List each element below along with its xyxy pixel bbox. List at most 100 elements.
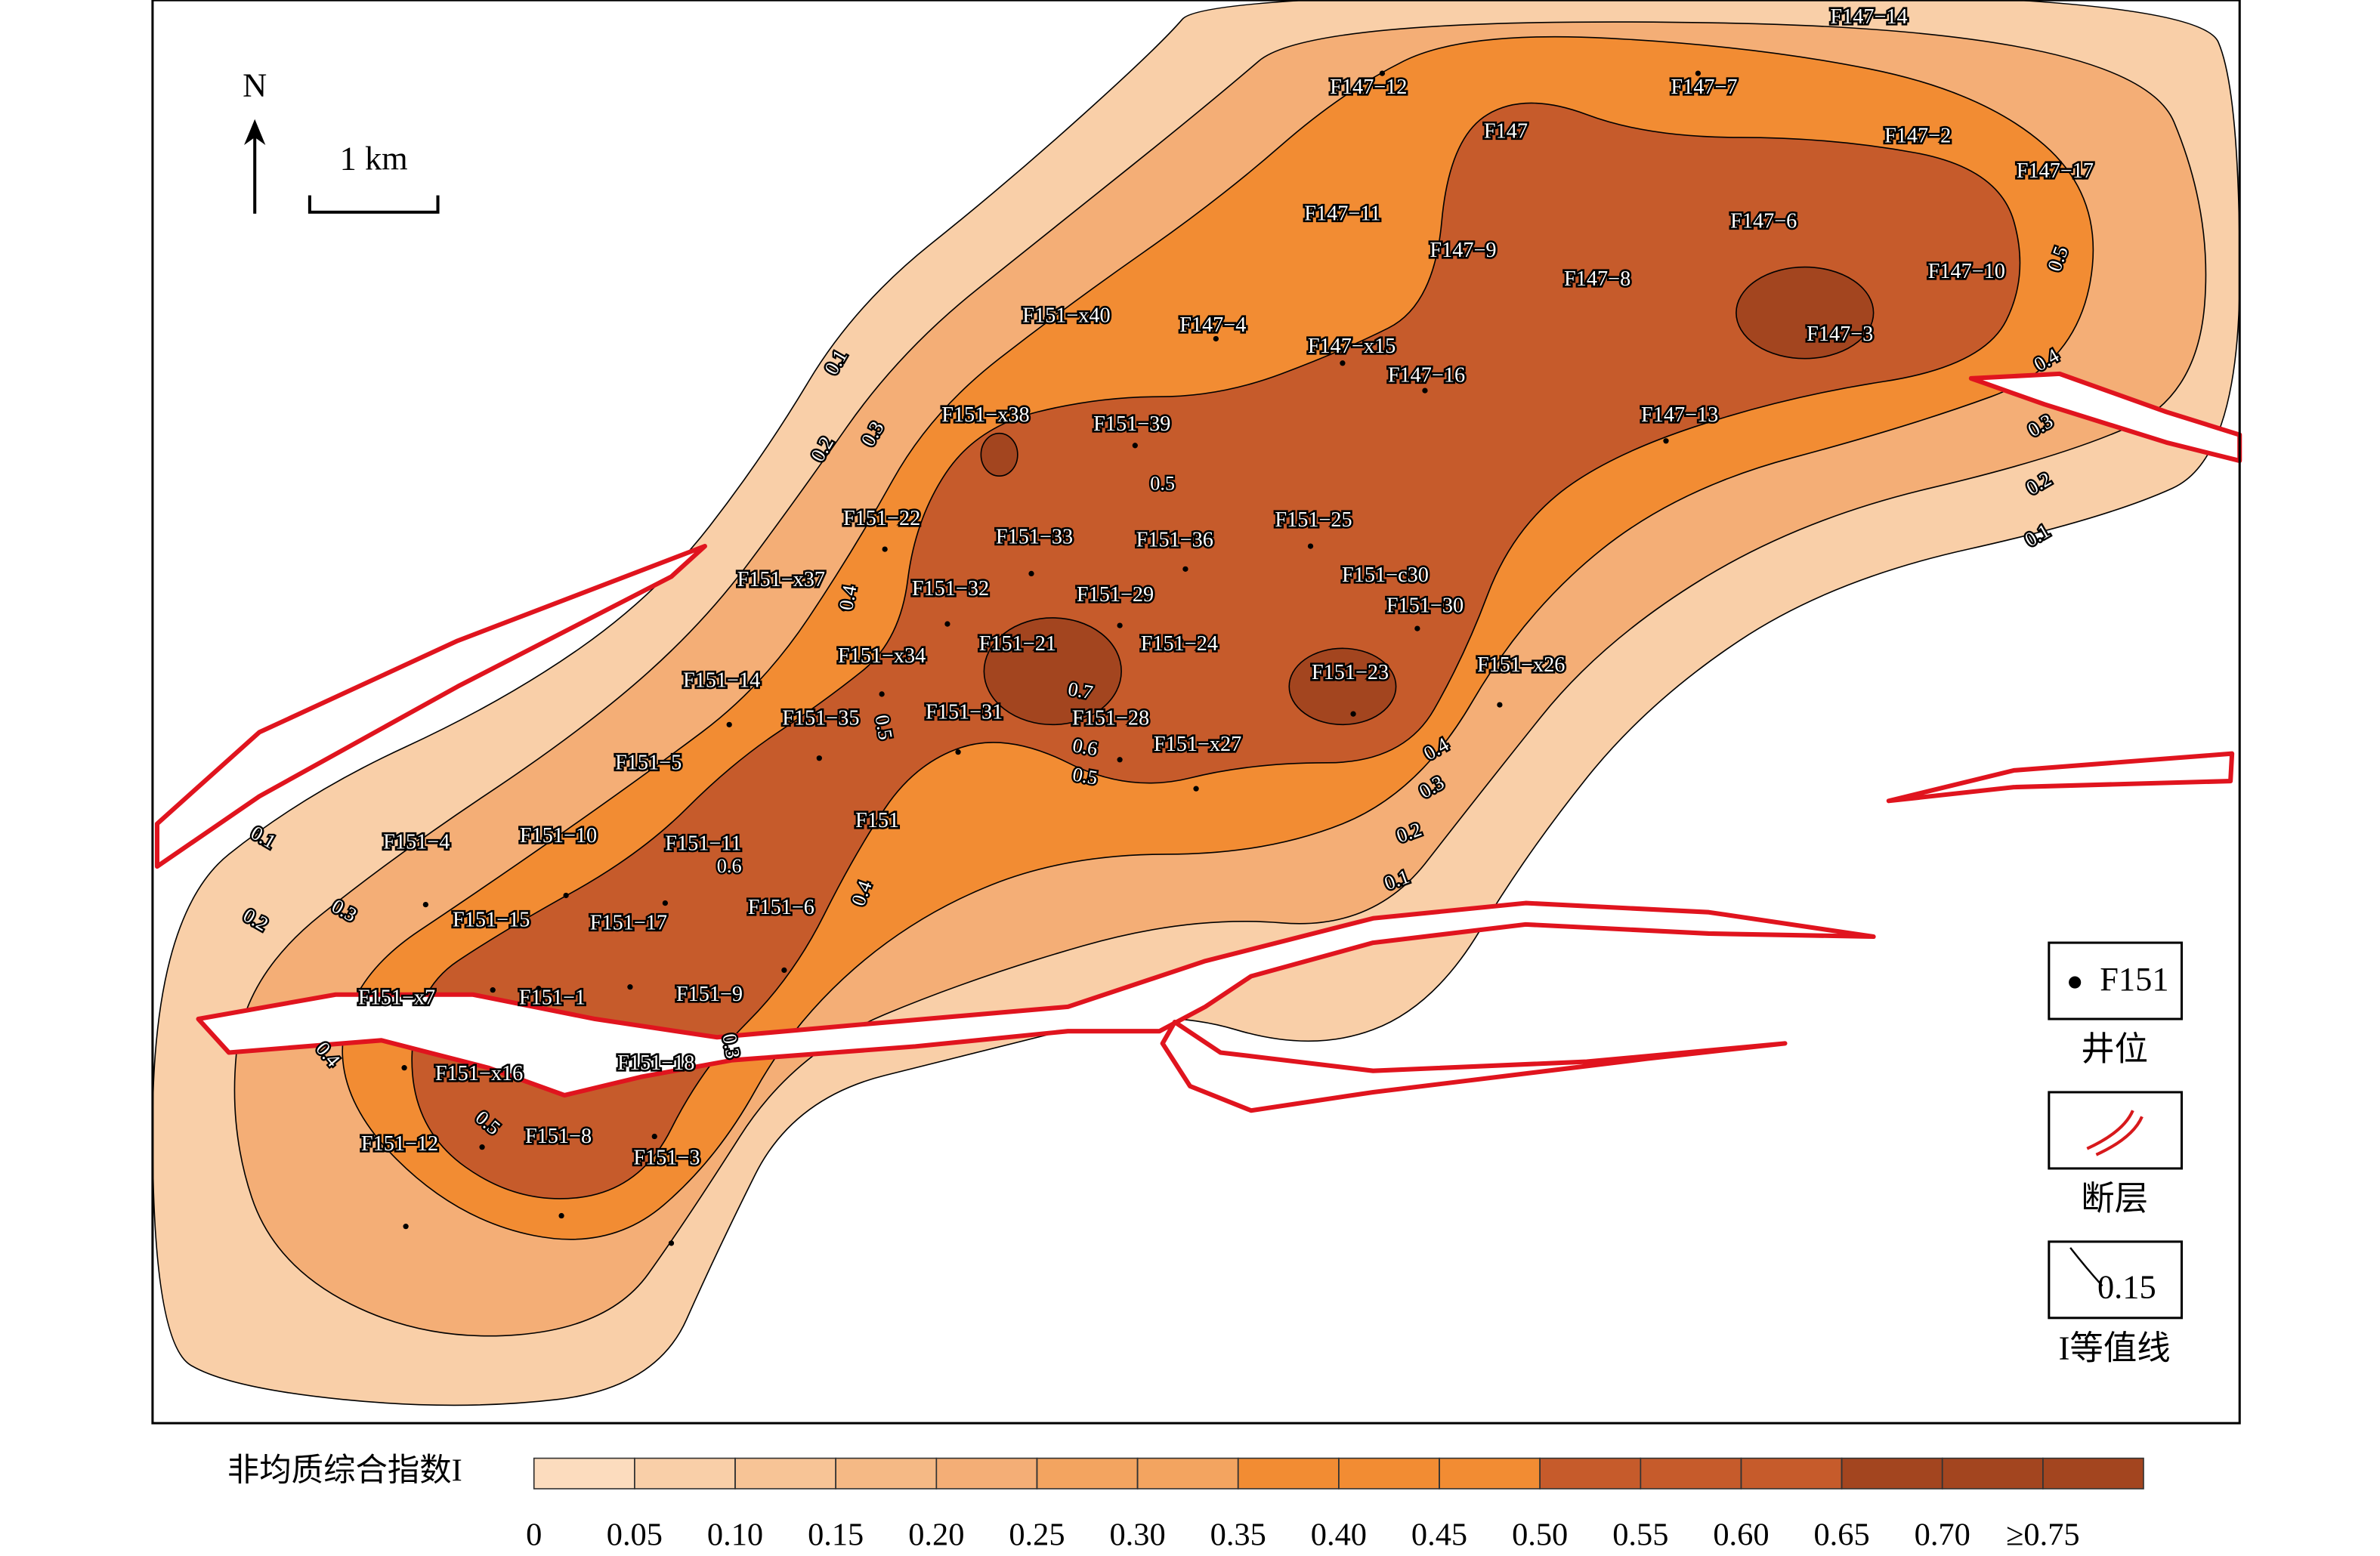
well-label: F147−10 <box>1928 260 2005 283</box>
well-dot <box>882 546 888 552</box>
well-label: F147−16 <box>1388 363 1465 387</box>
well-label: F147−2 <box>1884 124 1951 147</box>
legend-well-sample: F151 <box>2100 960 2168 998</box>
north-arrow-head <box>244 119 266 146</box>
colorbar-swatch <box>1539 1457 1642 1490</box>
contour-zone <box>1288 647 1397 726</box>
fault <box>1160 1020 1788 1113</box>
well-label: F147−7 <box>1671 76 1737 99</box>
well-dot <box>944 621 950 627</box>
colorbar-swatch <box>734 1457 836 1490</box>
well-dot <box>627 984 633 990</box>
colorbar-swatch <box>1036 1457 1139 1490</box>
well-dot <box>1307 543 1314 549</box>
contour-label: 0.6 <box>717 855 742 877</box>
contour-zone <box>1736 266 1875 360</box>
contour-fills <box>152 0 2241 1406</box>
well-label: F147−12 <box>1330 76 1407 99</box>
colorbar-swatch <box>1338 1457 1440 1490</box>
well-dot <box>781 967 787 974</box>
well-label: F151−x38 <box>941 403 1029 427</box>
well-label: F151−x37 <box>737 568 825 591</box>
legend-fault: 断层 <box>2081 1180 2148 1218</box>
well-dot <box>1340 360 1346 366</box>
well-dot <box>558 1212 564 1219</box>
well-dot <box>1392 598 1399 604</box>
colorbar-swatch <box>1237 1457 1340 1490</box>
colorbar: 0 0.05 0.10 0.15 0.20 0.25 0.30 0.35 0.40 0.45 0.5… <box>526 1457 2144 1552</box>
colorbar-tick-label: 0 <box>526 1517 542 1552</box>
colorbar-tick-label: 0.50 <box>1512 1517 1568 1552</box>
colorbar-swatch <box>1740 1457 1843 1490</box>
well-dot <box>816 755 822 761</box>
well-label: F151 <box>855 809 899 832</box>
colorbar-tick-label: 0.60 <box>1713 1517 1769 1552</box>
well-label: F151−22 <box>843 507 920 530</box>
well-dot <box>668 1240 675 1246</box>
well-label: F151−12 <box>361 1132 438 1156</box>
colorbar-swatch <box>1941 1457 2044 1490</box>
well-dot <box>1422 387 1428 394</box>
well-label: F151−31 <box>926 701 1003 724</box>
well-dot <box>1132 443 1138 449</box>
well-label: F151−11 <box>665 832 741 855</box>
contour-label: 0.4 <box>835 584 861 612</box>
well-label: F151−5 <box>615 751 682 774</box>
well-label: F151−x26 <box>1477 653 1565 677</box>
well-dot <box>536 986 542 992</box>
legend-well-dot <box>2069 976 2082 989</box>
well-label: F151−x27 <box>1154 733 1241 756</box>
colorbar-swatch <box>533 1457 635 1490</box>
well-label: F151−15 <box>453 908 530 931</box>
faults <box>154 371 2242 1113</box>
well-dot <box>955 749 961 755</box>
well-dot <box>1414 625 1420 631</box>
well-dot <box>726 721 732 727</box>
colorbar-tick-label: 0.10 <box>707 1517 763 1552</box>
contour-label: 0.5 <box>1071 763 1099 789</box>
well-dot <box>1213 335 1219 342</box>
well-label: F147−13 <box>1641 403 1718 427</box>
well-label: F147−14 <box>1830 5 1907 29</box>
fault <box>154 544 707 869</box>
well-label: F151−18 <box>617 1051 694 1075</box>
well-label: F147−17 <box>2017 159 2094 183</box>
well-dot <box>1350 711 1356 717</box>
well-dot <box>1028 570 1034 577</box>
colorbar-tick-label: 0.25 <box>1009 1517 1065 1552</box>
colorbar-tick-label: 0.55 <box>1612 1517 1668 1552</box>
well-dot <box>1379 70 1386 76</box>
contour-label: 0.6 <box>1071 734 1099 760</box>
contour-zone <box>983 617 1122 726</box>
colorbar-tick-label: 0.20 <box>908 1517 964 1552</box>
colorbar-swatch <box>835 1457 938 1490</box>
colorbar-tick-label: 0.65 <box>1813 1517 1869 1552</box>
fault <box>196 900 1876 1098</box>
contour-label: 0.3 <box>718 1032 743 1060</box>
colorbar-tick-label: 0.40 <box>1311 1517 1367 1552</box>
labels: F147−14 F147−12 F147−7 F147 F147−2 F147−17 F14… <box>238 3 2096 1246</box>
colorbar-swatch <box>1640 1457 1742 1490</box>
well-dot <box>1193 786 1199 792</box>
well-label: F151−28 <box>1072 707 1149 730</box>
well-label: F151−32 <box>912 577 989 600</box>
colorbar-swatch <box>2042 1457 2144 1490</box>
well-label: F151−x34 <box>838 644 926 668</box>
contour-zone <box>980 432 1018 477</box>
well-label: F151−30 <box>1386 594 1464 617</box>
legend-box <box>2048 1240 2184 1320</box>
well-dot <box>1182 566 1188 573</box>
well-label: F151−29 <box>1077 583 1154 607</box>
well-label: F147−3 <box>1807 323 1873 346</box>
well-label: F147 <box>1484 119 1528 143</box>
colorbar-tick-label: 0.35 <box>1210 1517 1266 1552</box>
contour-label: 0.5 <box>1150 472 1175 494</box>
well-label: F151−x7 <box>358 986 435 1009</box>
well-dot <box>1178 638 1184 644</box>
well-label: F151−1 <box>519 986 586 1009</box>
well-label: F151−17 <box>590 911 667 934</box>
well-dot <box>662 900 669 906</box>
colorbar-tick-label: 0.45 <box>1411 1517 1467 1552</box>
well-label: F151−35 <box>782 707 859 730</box>
well-label: F151−c30 <box>1342 563 1429 587</box>
